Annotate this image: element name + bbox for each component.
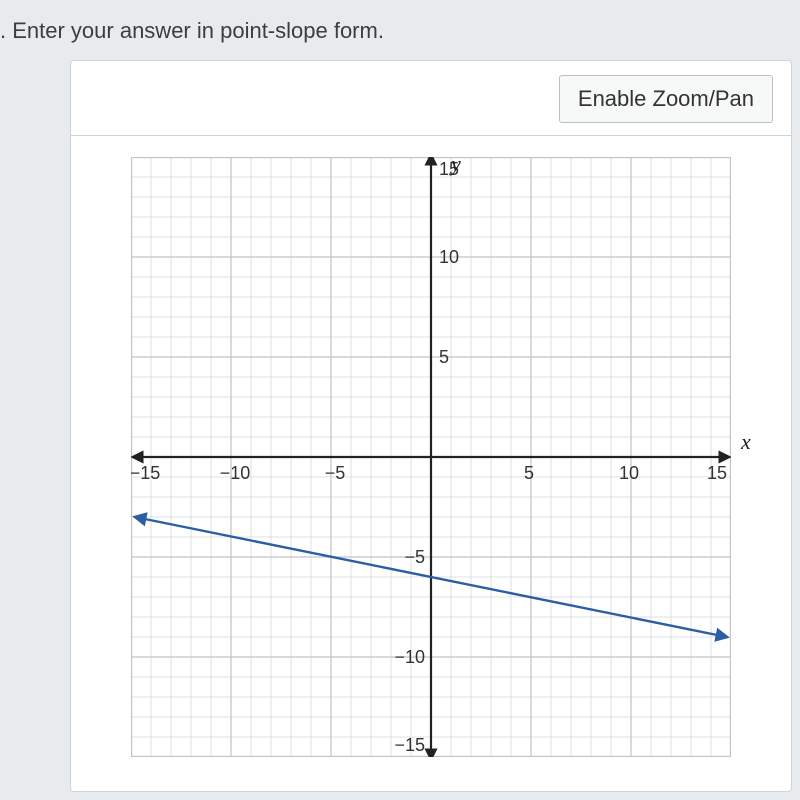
svg-text:−10: −10 — [394, 647, 425, 667]
instruction-text: . Enter your answer in point-slope form. — [0, 18, 384, 44]
svg-text:15: 15 — [707, 463, 727, 483]
card-divider — [71, 135, 791, 136]
svg-text:−5: −5 — [325, 463, 346, 483]
page-root: . Enter your answer in point-slope form.… — [0, 0, 800, 800]
y-axis-label: y — [451, 151, 461, 177]
graph-svg: −15−10−551015−15−10−551015 — [131, 157, 731, 757]
coordinate-graph[interactable]: −15−10−551015−15−10−551015 y x — [131, 157, 731, 757]
svg-text:−15: −15 — [394, 735, 425, 755]
svg-text:−15: −15 — [131, 463, 160, 483]
svg-text:−10: −10 — [220, 463, 251, 483]
x-axis-label: x — [741, 429, 751, 455]
svg-text:−5: −5 — [404, 547, 425, 567]
svg-text:10: 10 — [439, 247, 459, 267]
svg-text:5: 5 — [439, 347, 449, 367]
enable-zoom-pan-button[interactable]: Enable Zoom/Pan — [559, 75, 773, 123]
graph-card: Enable Zoom/Pan −15 −10 −5 5 10 15 −15 −10 −5 5 10… — [70, 60, 792, 792]
svg-text:10: 10 — [619, 463, 639, 483]
svg-text:5: 5 — [524, 463, 534, 483]
